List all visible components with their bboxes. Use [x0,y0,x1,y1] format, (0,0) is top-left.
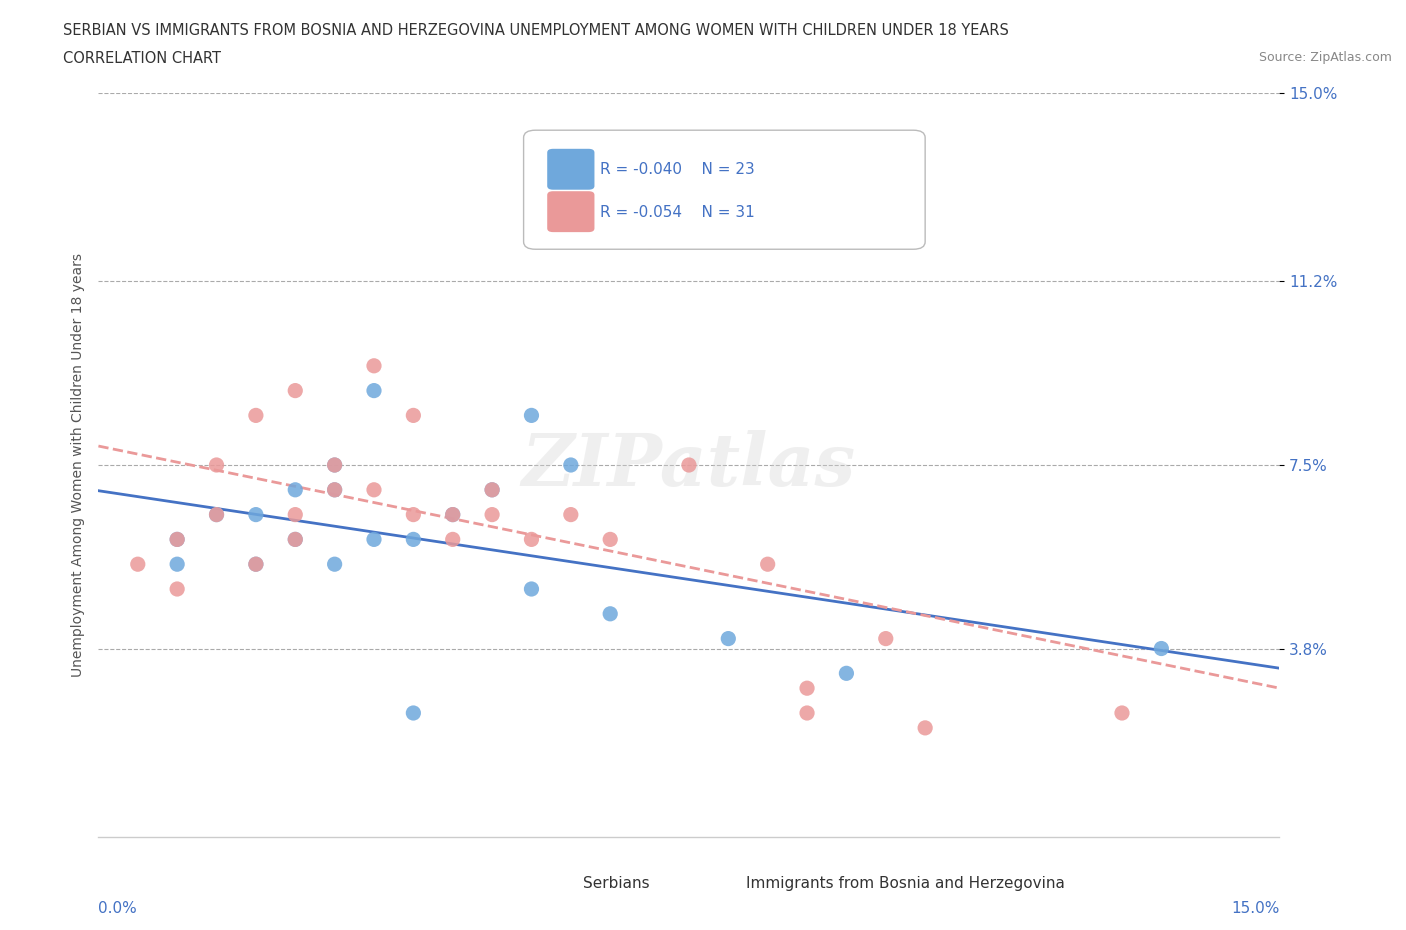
Point [284,383,307,398]
Point [284,483,307,498]
FancyBboxPatch shape [523,130,925,249]
Point [402,532,425,547]
Point [363,532,385,547]
Point [481,483,503,498]
Point [323,483,346,498]
FancyBboxPatch shape [703,872,740,895]
Point [481,507,503,522]
Point [796,681,818,696]
Point [402,507,425,522]
Point [284,532,307,547]
Point [402,706,425,721]
Text: R = -0.040    N = 23: R = -0.040 N = 23 [600,162,755,177]
Point [835,666,858,681]
Text: 15.0%: 15.0% [1232,901,1279,916]
Point [323,483,346,498]
Point [166,557,188,572]
Point [638,234,661,249]
Point [599,532,621,547]
Point [323,557,346,572]
Point [560,507,582,522]
Point [441,532,464,547]
Point [363,483,385,498]
Point [284,507,307,522]
Point [1111,706,1133,721]
FancyBboxPatch shape [544,872,581,895]
Point [520,532,543,547]
Point [166,532,188,547]
Point [441,507,464,522]
Point [205,507,228,522]
Point [717,631,740,646]
Point [560,458,582,472]
Point [166,532,188,547]
FancyBboxPatch shape [547,192,595,232]
Point [363,383,385,398]
Point [245,557,267,572]
Point [756,557,779,572]
FancyBboxPatch shape [547,149,595,190]
Text: 0.0%: 0.0% [98,901,138,916]
Point [402,408,425,423]
Text: Source: ZipAtlas.com: Source: ZipAtlas.com [1258,51,1392,64]
Point [678,458,700,472]
Point [245,507,267,522]
Point [363,358,385,373]
Text: Serbians: Serbians [582,876,650,891]
Point [245,408,267,423]
Point [481,483,503,498]
Point [520,581,543,596]
Point [520,408,543,423]
Point [1150,641,1173,656]
Point [441,507,464,522]
Text: CORRELATION CHART: CORRELATION CHART [63,51,221,66]
Text: ZIPatlas: ZIPatlas [522,430,856,500]
Point [205,507,228,522]
Text: SERBIAN VS IMMIGRANTS FROM BOSNIA AND HERZEGOVINA UNEMPLOYMENT AMONG WOMEN WITH : SERBIAN VS IMMIGRANTS FROM BOSNIA AND HE… [63,23,1010,38]
Text: R = -0.054    N = 31: R = -0.054 N = 31 [600,205,755,219]
Point [166,581,188,596]
Y-axis label: Unemployment Among Women with Children Under 18 years: Unemployment Among Women with Children U… [70,253,84,677]
Point [205,458,228,472]
Point [875,631,897,646]
Text: Immigrants from Bosnia and Herzegovina: Immigrants from Bosnia and Herzegovina [745,876,1064,891]
Point [599,606,621,621]
Point [914,721,936,736]
Point [323,458,346,472]
Point [284,532,307,547]
Point [323,458,346,472]
Point [796,706,818,721]
Point [245,557,267,572]
Point [127,557,149,572]
